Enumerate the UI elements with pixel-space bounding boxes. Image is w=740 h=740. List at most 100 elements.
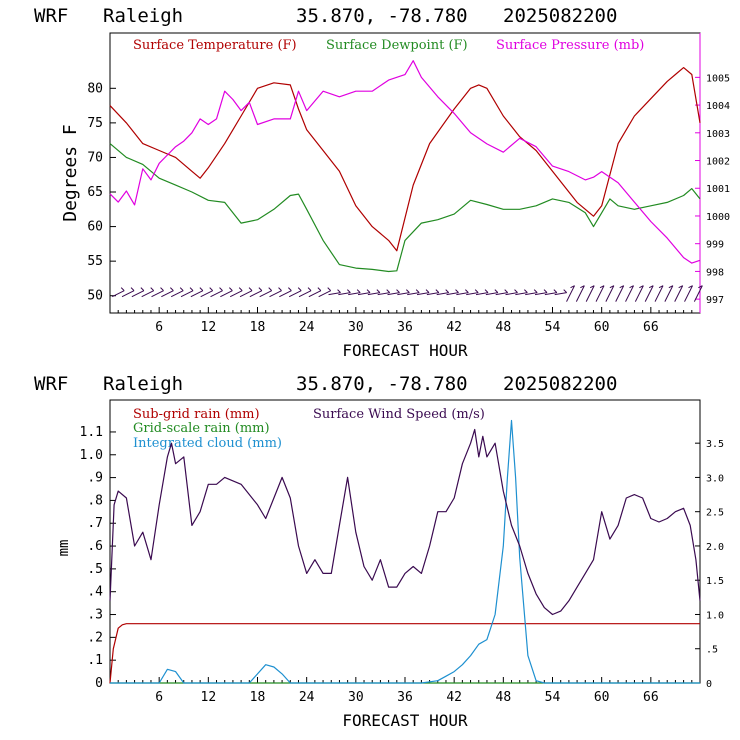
wind-barb-flag bbox=[317, 287, 322, 291]
p1-y2-tick-label: 998 bbox=[706, 267, 724, 278]
wind-barb bbox=[525, 292, 538, 296]
p1-x-tick-label: 54 bbox=[545, 320, 561, 335]
wind-barb bbox=[446, 292, 459, 296]
wind-barb-flag bbox=[619, 285, 624, 289]
wind-barb-flag bbox=[120, 287, 125, 291]
wind-barb-flag bbox=[455, 289, 459, 293]
wind-barb bbox=[377, 292, 390, 296]
p1-xlabel: FORECAST HOUR bbox=[342, 341, 468, 360]
p2-y-tick-label: .9 bbox=[87, 471, 103, 486]
wind-barb bbox=[220, 290, 233, 298]
wind-barb-flag bbox=[396, 289, 400, 293]
wind-barb bbox=[615, 285, 625, 302]
wind-barb-flag bbox=[629, 285, 634, 289]
wind-barb-flag bbox=[474, 289, 479, 293]
wind-barb-flag bbox=[179, 287, 184, 291]
wind-barb-flag bbox=[268, 287, 273, 291]
p2-x-tick-label: 12 bbox=[201, 690, 217, 705]
wind-barb-flag bbox=[658, 285, 664, 289]
p2-y2-axis-ticks: 0 .5 1.0 1.5 2.0 2.5 3.0 3.5 bbox=[695, 439, 724, 690]
p2-y-tick-label: .5 bbox=[87, 562, 103, 577]
p2-series-lines bbox=[109, 419, 701, 684]
p1-y-tick-label: 80 bbox=[87, 81, 103, 96]
p2-y-axis-ticks: 0 .1 .2 .3 .4 .5 .6 .7 .8 .9 1.0 1.1 bbox=[80, 425, 116, 691]
wind-barb bbox=[180, 290, 194, 298]
p1-y-tick-label: 65 bbox=[87, 185, 103, 200]
wind-barb bbox=[684, 285, 693, 302]
wind-barb bbox=[674, 285, 684, 302]
wind-barb-flag bbox=[238, 287, 243, 291]
wind-barb-flag bbox=[543, 289, 548, 293]
legend-surface-dewpoint: Surface Dewpoint (F) bbox=[326, 38, 468, 53]
panel-precipitation: WRF Raleigh 35.870, -78.780 2025082200 S… bbox=[34, 373, 724, 730]
wind-barb bbox=[693, 285, 703, 302]
wind-barb bbox=[111, 290, 125, 298]
p2-y-tick-label: 1.1 bbox=[80, 425, 103, 440]
wind-barb bbox=[475, 292, 489, 296]
p2-header-run: 2025082200 bbox=[503, 373, 617, 395]
p1-y2-tick-label: 1004 bbox=[706, 101, 730, 112]
wind-barb bbox=[279, 290, 292, 298]
wind-barb-flag bbox=[494, 289, 499, 293]
p2-x-tick-label: 60 bbox=[594, 690, 610, 705]
wind-barb-flag bbox=[130, 287, 135, 291]
wind-barb bbox=[121, 290, 135, 298]
wind-barb-flag bbox=[504, 289, 509, 293]
wind-barb bbox=[544, 292, 557, 296]
wind-barb-flag bbox=[258, 287, 263, 291]
wind-barb-flag bbox=[678, 285, 683, 289]
wind-barb bbox=[605, 285, 615, 302]
wind-barb-flag bbox=[140, 287, 145, 291]
p1-y-tick-label: 75 bbox=[87, 116, 103, 131]
p1-series-lines bbox=[109, 60, 701, 273]
p1-header-model: WRF bbox=[34, 5, 68, 27]
wind-barb-flag bbox=[248, 287, 253, 291]
p2-y-tick-label: .4 bbox=[87, 585, 103, 600]
wind-barb-flag bbox=[219, 287, 223, 291]
wind-barb bbox=[397, 292, 410, 296]
p2-x-tick-label: 30 bbox=[348, 690, 364, 705]
p1-y2-tick-label: 999 bbox=[706, 240, 724, 251]
wind-barb bbox=[634, 285, 644, 302]
wind-barb bbox=[161, 290, 174, 298]
wind-barb-flag bbox=[347, 289, 351, 293]
wind-barb bbox=[575, 285, 585, 302]
wind-barb-flag bbox=[698, 285, 703, 289]
p2-y-tick-label: 1.0 bbox=[80, 448, 103, 463]
wind-barb bbox=[328, 292, 341, 296]
wind-barb-flag bbox=[307, 287, 312, 291]
wind-barb bbox=[269, 290, 282, 298]
p1-y-tick-label: 55 bbox=[87, 254, 103, 269]
wind-barb-flag bbox=[229, 287, 233, 291]
p1-x-tick-label: 66 bbox=[643, 320, 659, 335]
wind-barb bbox=[200, 290, 213, 298]
wind-barb bbox=[534, 292, 548, 296]
wind-barb-flag bbox=[356, 289, 361, 293]
p2-y-tick-label: .6 bbox=[87, 539, 103, 554]
p2-x-axis-ticks: 6 12 18 24 30 36 42 48 54 60 66 bbox=[117, 677, 693, 705]
wind-barb bbox=[249, 290, 263, 298]
wind-barb bbox=[515, 292, 528, 296]
p2-line-sub-grid-rain-mm bbox=[109, 623, 700, 684]
p1-y-tick-label: 50 bbox=[87, 289, 103, 304]
wind-barb-flag bbox=[288, 287, 292, 291]
wind-barb-flag bbox=[668, 285, 674, 289]
p2-y2-tick-label: 2.5 bbox=[706, 508, 724, 519]
wind-barb-flag bbox=[435, 289, 440, 293]
wind-barb bbox=[407, 292, 420, 296]
p2-x-tick-label: 24 bbox=[299, 690, 315, 705]
p1-ylabel: Degrees F bbox=[60, 124, 81, 222]
p1-y-tick-label: 70 bbox=[87, 150, 103, 165]
wind-barb-flag bbox=[160, 287, 164, 291]
p1-y2-tick-label: 997 bbox=[706, 295, 724, 306]
wind-barb-flag bbox=[514, 289, 518, 293]
wind-barb bbox=[505, 292, 518, 296]
wind-barb bbox=[495, 292, 508, 296]
wind-barb bbox=[141, 290, 154, 298]
wind-barb bbox=[308, 290, 322, 298]
wind-barb bbox=[387, 292, 400, 296]
wind-barb-flag bbox=[688, 285, 693, 289]
wind-barb bbox=[348, 292, 361, 296]
p2-y-tick-label: .1 bbox=[87, 653, 103, 668]
